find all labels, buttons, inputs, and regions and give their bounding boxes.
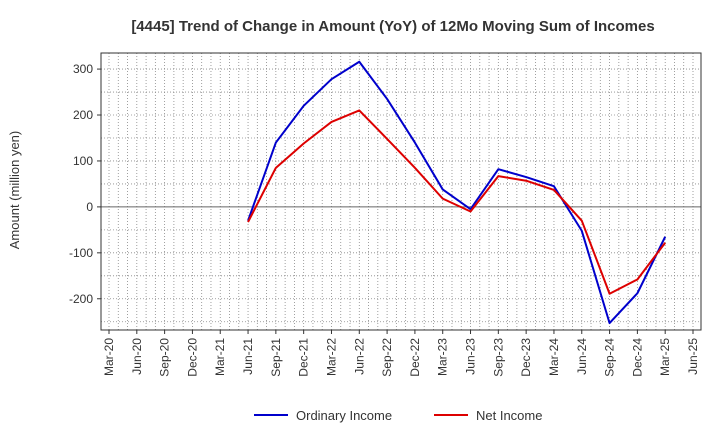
plot-area-border (100, 52, 702, 331)
x-tick-label: Sep-21 (269, 338, 283, 377)
x-tick-label: Dec-20 (185, 338, 199, 377)
legend-label: Ordinary Income (296, 408, 392, 423)
legend: Ordinary Income Net Income (254, 408, 542, 423)
x-tick-label: Mar-23 (436, 338, 450, 376)
x-tick-label: Jun-20 (130, 338, 144, 375)
y-tick-label: 0 (86, 200, 93, 214)
chart-title: [4445] Trend of Change in Amount (YoY) o… (131, 18, 654, 35)
series-line-ordinary-income (247, 60, 667, 325)
y-tick-label: 300 (73, 62, 93, 76)
y-axis-ticks: 300 200 100 0 -100 -200 (69, 62, 101, 306)
y-axis-label: Amount (million yen) (7, 131, 22, 250)
x-tick-label: Dec-22 (408, 338, 422, 377)
x-tick-label: Jun-21 (241, 338, 255, 375)
y-tick-label: -100 (69, 246, 93, 260)
x-tick-label: Jun-24 (575, 338, 589, 375)
x-tick-label: Mar-25 (658, 338, 672, 376)
x-tick-label: Jun-22 (352, 338, 366, 375)
y-tick-label: -200 (69, 292, 93, 306)
x-tick-label: Dec-23 (519, 338, 533, 377)
legend-label: Net Income (476, 408, 542, 423)
x-tick-label: Dec-24 (630, 338, 644, 377)
x-tick-label: Sep-22 (380, 338, 394, 377)
x-tick-label: Mar-21 (213, 338, 227, 376)
x-tick-label: Sep-24 (603, 338, 617, 377)
x-tick-label: Mar-24 (547, 338, 561, 376)
x-tick-label: Sep-20 (158, 338, 172, 377)
x-tick-label: Sep-23 (491, 338, 505, 377)
x-tick-label: Mar-22 (324, 338, 338, 376)
series-lines (247, 60, 667, 325)
x-tick-label: Mar-20 (102, 338, 116, 376)
x-tick-label: Jun-23 (464, 338, 478, 375)
x-axis-ticks: Mar-20 Jun-20 Sep-20 Dec-20 Mar-21 Jun-21 Sep-… (102, 330, 700, 377)
y-tick-label: 100 (73, 154, 93, 168)
x-tick-label: Dec-21 (297, 338, 311, 377)
x-tick-label: Jun-25 (686, 338, 700, 375)
y-tick-label: 200 (73, 108, 93, 122)
grid-lines (101, 53, 701, 330)
series-line-net-income (247, 109, 666, 295)
